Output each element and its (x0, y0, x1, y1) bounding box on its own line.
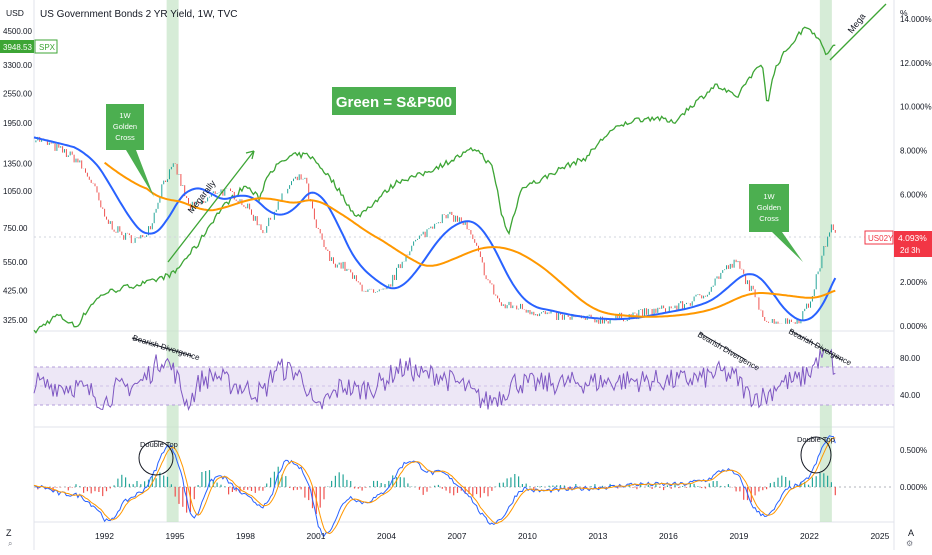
x-tick-label: 1992 (95, 531, 114, 541)
x-tick-label: 2022 (800, 531, 819, 541)
megarally-arrow-1 (167, 150, 255, 263)
bearish-div-line-2 (699, 332, 747, 361)
golden-cross-2-line1: 1W (763, 192, 775, 201)
right-tick-label: 12.000% (900, 59, 932, 68)
right-tick-label: 0.000% (900, 322, 927, 331)
spx-price-value: 3948.53 (3, 43, 32, 52)
left-tick-label: 550.00 (3, 258, 28, 267)
compare-icon[interactable]: ⌕ (8, 539, 12, 548)
macd-tick-0: 0.000% (900, 483, 927, 492)
double-top-circle-2 (800, 436, 832, 474)
spx-legend-box (332, 87, 456, 115)
left-tick-label: 1050.00 (3, 187, 32, 196)
golden-cross-1-line2: Golden (113, 122, 137, 131)
moving-averages (33, 136, 837, 322)
rsi-tick-40: 40.00 (900, 391, 921, 400)
spx-line (33, 26, 836, 334)
us02y-ticker-badge (864, 230, 894, 245)
us02y-price-badge (894, 231, 932, 257)
bearish-div-line-3 (789, 329, 843, 361)
left-unit-label: USD (6, 8, 24, 18)
golden-cross-2-line3: Cross (759, 214, 779, 223)
x-tick-label: 2016 (659, 531, 678, 541)
x-tick-label: 2010 (518, 531, 537, 541)
left-tick-label: 3300.00 (3, 61, 32, 70)
golden-cross-1-line1: 1W (119, 111, 131, 120)
x-tick-label: 2007 (448, 531, 467, 541)
double-top-label-1: Double Top (140, 440, 178, 449)
golden-cross-callout-2 (749, 184, 803, 262)
ma-fast-line (33, 136, 837, 322)
left-tick-label: 4500.00 (3, 27, 32, 36)
spx-legend-label: Green = S&P500 (336, 94, 452, 111)
ma-slow-line (104, 161, 836, 318)
left-tick-label: 325.00 (3, 316, 28, 325)
x-tick-label: 2025 (870, 531, 889, 541)
macd-tick-05: 0.500% (900, 446, 927, 455)
golden-cross-callout-1 (106, 104, 154, 197)
us02y-ticker-label: US02Y (868, 234, 894, 243)
us02y-countdown: 2d 3h (900, 246, 920, 255)
bearish-div-line-1 (131, 337, 193, 357)
x-tick-label: 2013 (588, 531, 607, 541)
double-top-label-2: Double Top (797, 435, 835, 444)
golden-cross-1-line3: Cross (115, 133, 135, 142)
left-axis-ticks: 4500.00 3300.00 2550.00 1950.00 1350.00 1050.… (3, 27, 32, 325)
right-tick-label: 10.000% (900, 103, 932, 112)
golden-cross-2-line2: Golden (757, 203, 781, 212)
right-tick-label: 14.000% (900, 15, 932, 24)
x-tick-label: 1995 (166, 531, 185, 541)
us02y-price-value: 4.093% (898, 233, 927, 243)
chart-title: US Government Bonds 2 YR Yield, 1W, TVC (40, 9, 238, 20)
rsi-line (33, 348, 836, 412)
megarally-arrow-2 (829, 3, 887, 61)
x-tick-label: 2019 (729, 531, 748, 541)
megarally-arrowhead-1 (245, 150, 255, 160)
right-tick-label: 6.000% (900, 190, 927, 199)
settings-icon[interactable]: ⚙ (906, 539, 913, 548)
right-tick-label: 8.000% (900, 147, 927, 156)
time-axis-ticks: 1992 1995 1998 2001 2004 2007 2010 2013 2016 2019… (95, 531, 890, 541)
left-tick-label: 1350.00 (3, 159, 32, 168)
left-tick-label: 750.00 (3, 224, 28, 233)
spx-ticker-badge (34, 39, 58, 54)
macd-signal-line (33, 437, 836, 535)
x-tick-label: 1998 (236, 531, 255, 541)
z-icon[interactable]: Z (6, 528, 12, 538)
right-unit-label: % (900, 8, 908, 18)
rsi-series (33, 348, 836, 412)
right-tick-label: 2.000% (900, 278, 927, 287)
left-tick-label: 425.00 (3, 287, 28, 296)
auto-scale-icon[interactable]: A (908, 528, 914, 538)
spx-price-badge (0, 40, 34, 53)
x-tick-label: 2004 (377, 531, 396, 541)
left-tick-label: 1950.00 (3, 119, 32, 128)
spx-ticker-label: SPX (39, 43, 56, 52)
x-tick-label: 2001 (307, 531, 326, 541)
spx-series (33, 26, 836, 334)
rsi-tick-80: 80.00 (900, 354, 921, 363)
double-top-circle-1 (138, 440, 174, 476)
left-tick-label: 2550.00 (3, 90, 32, 99)
